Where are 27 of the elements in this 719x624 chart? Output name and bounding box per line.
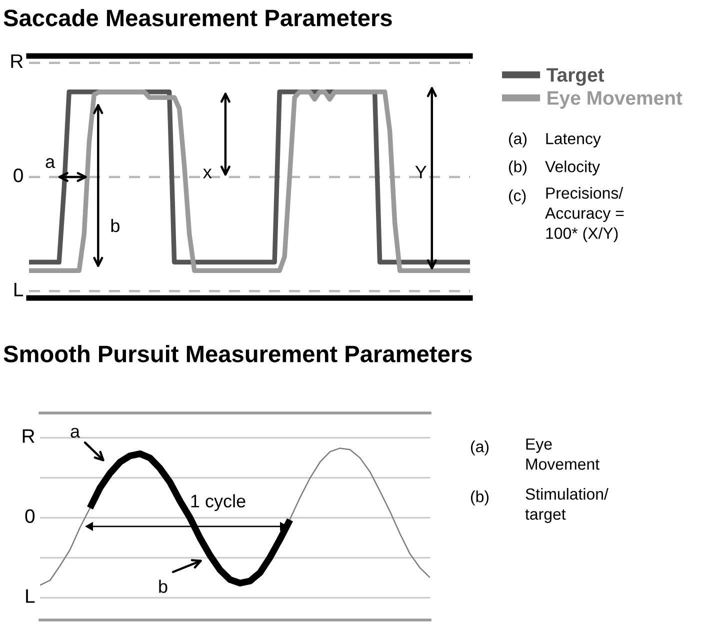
legend-label: Target [546,68,604,86]
annotation: b [111,218,120,232]
text: (a) [508,132,527,148]
text: Latency [546,133,601,148]
ref-line-label: 0 [25,509,35,523]
annotation: Y [415,166,427,178]
annotation: x [203,168,212,178]
text: a [70,428,80,438]
chart-title: Saccade Measurement Parameters [4,8,392,26]
ref-line-label: L [26,589,35,603]
text: (b) [508,160,527,176]
text: Eye Movement [526,438,600,470]
text: (b) [470,490,489,506]
chart-title: Smooth Pursuit Measurement Parameters [4,344,472,362]
text: Stimulation/ target [525,488,608,523]
text: (a) [470,440,489,456]
text: Velocity [545,160,600,176]
ref-line-label: R [22,429,34,443]
ref-line-label: 0 [14,168,23,182]
annotation: a [46,158,56,168]
annotation: 1 cycle [191,494,246,512]
ref-line-label: R [11,54,23,68]
legend-label: Eye Movement [548,91,682,109]
ref-line-label: L [14,282,24,296]
annotation: b [159,580,168,593]
text: (c) [508,190,526,204]
text: Precisions/ Accuracy = 100* (X/Y) [545,187,624,242]
